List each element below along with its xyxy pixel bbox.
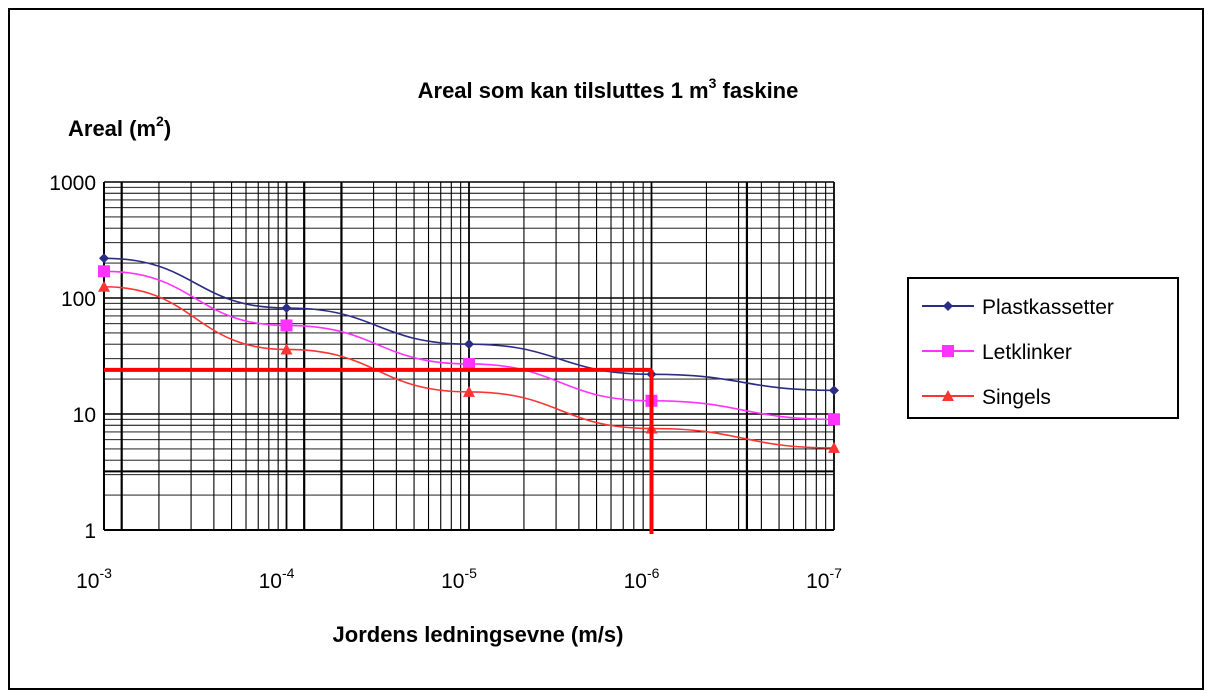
data-point-letklinker [98, 265, 110, 278]
x-tick-label: 10-4 [259, 565, 295, 593]
data-point-letklinker [828, 413, 840, 426]
x-tick-label: 10-7 [806, 565, 842, 593]
chart-svg: Areal som kan tilsluttes 1 m3 faskine Ar… [49, 75, 1179, 647]
y-tick-label: 1000 [49, 172, 96, 195]
y-tick-label: 10 [73, 404, 96, 427]
data-point-singels [463, 385, 475, 397]
data-point-letklinker [463, 357, 475, 370]
x-tick-label: 10-3 [76, 565, 112, 593]
legend-label-letklinker: Letklinker [982, 341, 1072, 364]
legend-marker-letklinker [942, 345, 954, 357]
data-point-singels [98, 280, 110, 292]
data-point-letklinker [280, 319, 293, 332]
data-point-singels [280, 343, 293, 355]
data-point-plastkassetter [281, 302, 292, 313]
data-point-plastkassetter [99, 253, 109, 264]
x-tick-label: 10-5 [441, 565, 477, 593]
data-point-plastkassetter [464, 339, 474, 350]
chart-title: Areal som kan tilsluttes 1 m3 faskine [418, 75, 799, 103]
y-axis-label-superscript: 2 [156, 113, 164, 129]
title-superscript: 3 [709, 75, 717, 91]
data-point-plastkassetter [829, 385, 839, 396]
legend-label-singels: Singels [982, 386, 1051, 409]
chart-frame: Areal som kan tilsluttes 1 m3 faskine Ar… [8, 8, 1204, 690]
y-tick-label: 1 [84, 520, 96, 543]
plot-area: 1000 100 10 1 10-3 10-4 10-5 10-6 10-7 [49, 172, 842, 593]
legend: Plastkassetter Letklinker Singels [907, 277, 1179, 419]
y-axis-label: Areal (m2) [68, 113, 171, 141]
legend-label-plastkassetter: Plastkassetter [982, 296, 1114, 319]
legend-marker-plastkassetter [943, 301, 953, 311]
x-tick-label: 10-6 [624, 565, 660, 593]
x-axis-label: Jordens ledningsevne (m/s) [333, 622, 624, 647]
legend-marker-singels [942, 390, 954, 401]
y-tick-label: 100 [61, 288, 96, 311]
data-point-singels [828, 441, 840, 453]
